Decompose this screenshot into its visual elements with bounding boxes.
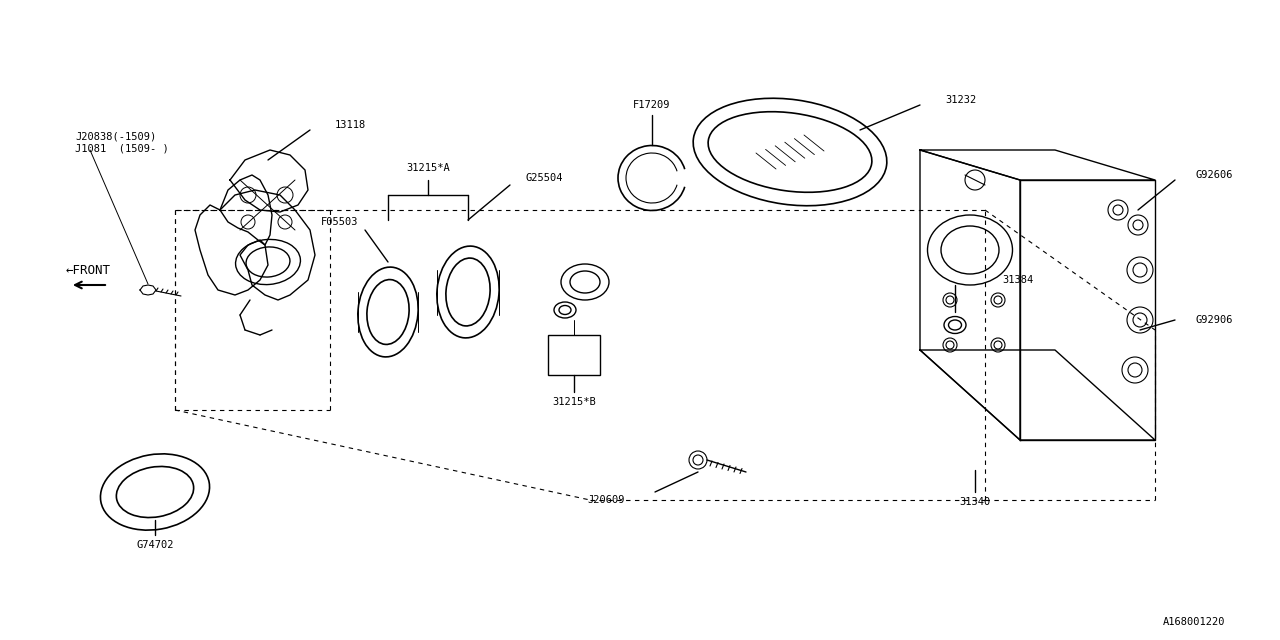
Text: A168001220: A168001220 <box>1162 617 1225 627</box>
Text: ←FRONT: ←FRONT <box>65 264 110 276</box>
Text: G92906: G92906 <box>1196 315 1233 325</box>
Text: J1081  (1509- ): J1081 (1509- ) <box>76 143 169 153</box>
Text: 31215*A: 31215*A <box>406 163 449 173</box>
Text: 31384: 31384 <box>1002 275 1033 285</box>
Text: 31215*B: 31215*B <box>552 397 596 407</box>
Text: G74702: G74702 <box>136 540 174 550</box>
Text: J20838(-1509): J20838(-1509) <box>76 131 156 141</box>
Text: 13118: 13118 <box>335 120 366 130</box>
Text: J20609: J20609 <box>588 495 625 505</box>
Text: 31232: 31232 <box>945 95 977 105</box>
Text: F05503: F05503 <box>321 217 358 227</box>
Text: 31340: 31340 <box>960 497 991 507</box>
Text: G92606: G92606 <box>1196 170 1233 180</box>
Text: G25504: G25504 <box>525 173 562 183</box>
Bar <box>548 335 600 375</box>
Text: F17209: F17209 <box>634 100 671 110</box>
